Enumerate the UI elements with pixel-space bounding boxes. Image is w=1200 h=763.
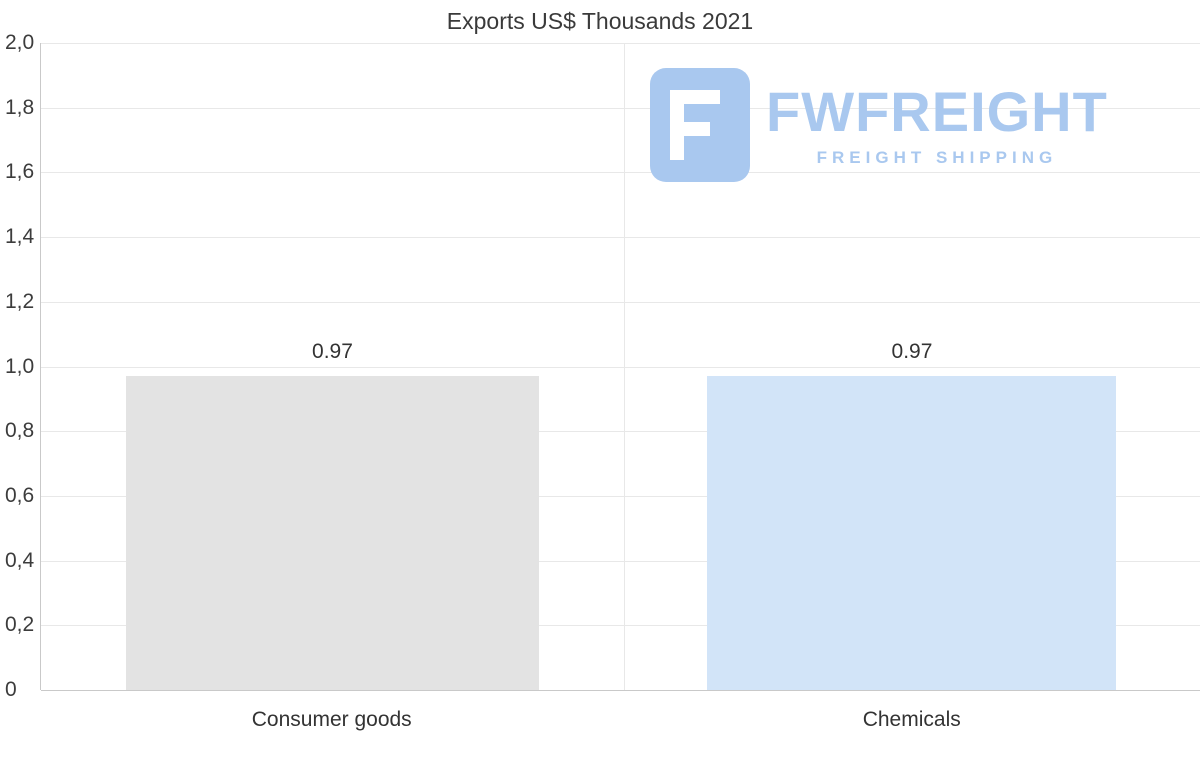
h-gridline (41, 690, 1200, 691)
bar-value-label-chemicals: 0.97 (891, 340, 933, 364)
bar-group-consumer-goods: 0.97 (41, 43, 624, 690)
bar-consumer-goods (125, 376, 540, 690)
x-axis: Consumer goods Chemicals (40, 702, 1200, 742)
y-axis-tick-label: 0,2 (5, 613, 35, 637)
brand-name: FWFREIGHT (766, 80, 1108, 143)
h-gridline (41, 431, 1200, 433)
h-gridline (41, 625, 1200, 627)
x-axis-label-chemicals: Chemicals (862, 708, 961, 731)
fwfreight-logo-icon (650, 68, 750, 182)
h-gridline (41, 107, 1200, 109)
y-axis-tick-label: 0,6 (5, 483, 35, 507)
bar-group-chemicals: 0.97 (624, 43, 1200, 690)
vertical-gridline (623, 43, 625, 690)
bar-value-label-consumer-goods: 0.97 (312, 340, 353, 364)
y-axis-tick-label: 0 (5, 678, 17, 701)
y-axis-tick-label: 1,6 (5, 160, 35, 184)
y-axis-tick-label: 1,8 (5, 95, 35, 119)
brand-text-block: FWFREIGHT FREIGHT SHIPPING (766, 68, 1108, 168)
h-gridline (41, 237, 1200, 239)
h-gridline (41, 495, 1200, 497)
brand-tagline: FREIGHT SHIPPING (816, 148, 1058, 167)
h-gridline (41, 366, 1200, 368)
y-axis-tick-label: 0,8 (5, 419, 35, 443)
y-axis-tick-label: 1,0 (5, 354, 35, 378)
h-gridline (41, 43, 1200, 44)
h-gridline (41, 301, 1200, 303)
x-axis-label-consumer-goods: Consumer goods (251, 708, 412, 731)
bar-chemicals (707, 376, 1117, 690)
y-axis-tick-label: 0,4 (5, 548, 35, 572)
y-axis-tick-label: 1,4 (5, 225, 35, 249)
h-gridline (41, 172, 1200, 174)
h-gridline (41, 560, 1200, 562)
y-axis-tick-label: 2,0 (5, 31, 35, 54)
plot-area: 0.97 0.97 (40, 43, 1200, 691)
y-axis-tick-label: 1,2 (5, 289, 35, 313)
y-axis: 2,0 1,8 1,6 1,4 1,2 1,0 0,8 0,6 0,4 0,2 0 (0, 31, 38, 701)
brand-watermark: FWFREIGHT FREIGHT SHIPPING (650, 68, 1108, 182)
chart-title: Exports US$ Thousands 2021 (446, 8, 754, 34)
